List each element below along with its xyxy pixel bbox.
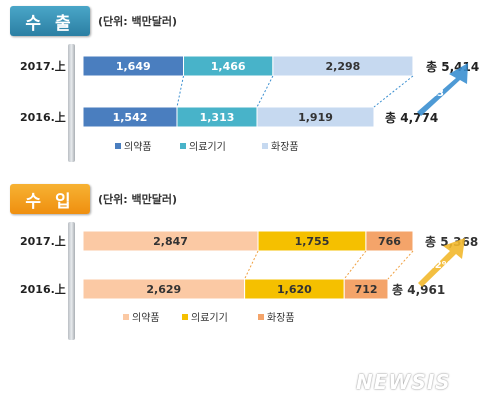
import-legend-swatch bbox=[258, 314, 264, 320]
export-legend-swatch bbox=[262, 143, 268, 149]
import-data-label: 712 bbox=[355, 283, 378, 296]
export-bar-segment bbox=[256, 106, 375, 128]
export-growth-arrow bbox=[417, 63, 468, 116]
import-data-label: 1,620 bbox=[277, 283, 312, 296]
import-category-label: 2017.上 bbox=[20, 234, 66, 248]
export-data-label: 1,919 bbox=[298, 111, 333, 124]
import-connector-line bbox=[387, 250, 414, 280]
export-total-label: 총 4,774 bbox=[385, 110, 438, 125]
import-growth-label: 8.2% bbox=[424, 260, 452, 271]
import-growth-arrow bbox=[418, 238, 465, 287]
export-data-label: 1,466 bbox=[211, 60, 246, 73]
import-section-title: 수 입 bbox=[10, 184, 90, 214]
import-category-label: 2016.上 bbox=[20, 282, 66, 296]
import-data-label: 1,755 bbox=[295, 235, 330, 248]
export-data-label: 1,542 bbox=[113, 111, 148, 124]
import-legend-swatch bbox=[182, 314, 188, 320]
import-data-label: 2,629 bbox=[146, 283, 181, 296]
import-total-label: 총 5,368 bbox=[425, 234, 478, 249]
export-unit-label: (단위: 백만달러) bbox=[98, 15, 178, 28]
export-legend-label: 화장품 bbox=[271, 141, 299, 153]
export-connector-line bbox=[256, 75, 274, 108]
export-data-label: 1,649 bbox=[116, 60, 151, 73]
export-growth-label: 13.4% bbox=[430, 88, 465, 99]
export-data-label: 1,313 bbox=[200, 111, 235, 124]
import-axis-bar bbox=[68, 222, 75, 340]
export-category-label: 2017.上 bbox=[20, 59, 66, 73]
import-unit-label: (단위: 백만달러) bbox=[98, 193, 178, 206]
newsis-watermark: NEWSIS bbox=[356, 370, 451, 394]
export-bar-segment bbox=[272, 55, 414, 77]
export-legend-label: 의료기기 bbox=[189, 141, 226, 153]
export-category-label: 2016.上 bbox=[20, 110, 66, 124]
export-legend-swatch bbox=[180, 143, 186, 149]
import-connector-line bbox=[343, 250, 367, 280]
import-bar-segment bbox=[365, 230, 414, 252]
export-connector-line bbox=[176, 75, 185, 108]
import-legend-label: 의약품 bbox=[132, 312, 160, 324]
export-legend-label: 의약품 bbox=[124, 141, 152, 153]
export-axis-bar bbox=[68, 44, 75, 162]
export-section-title: 수 출 bbox=[10, 6, 90, 36]
export-total-label: 총 5,414 bbox=[426, 59, 479, 74]
import-data-label: 766 bbox=[378, 235, 401, 248]
import-legend-label: 의료기기 bbox=[191, 312, 228, 324]
import-data-label: 2,847 bbox=[153, 235, 188, 248]
import-legend-label: 화장품 bbox=[267, 312, 295, 324]
import-connector-line bbox=[244, 250, 259, 280]
import-bar-segment bbox=[343, 278, 389, 300]
export-data-label: 2,298 bbox=[326, 60, 361, 73]
import-total-label: 총 4,961 bbox=[392, 282, 445, 297]
export-connector-line bbox=[373, 75, 414, 108]
export-legend-swatch bbox=[115, 143, 121, 149]
import-legend-swatch bbox=[123, 314, 129, 320]
